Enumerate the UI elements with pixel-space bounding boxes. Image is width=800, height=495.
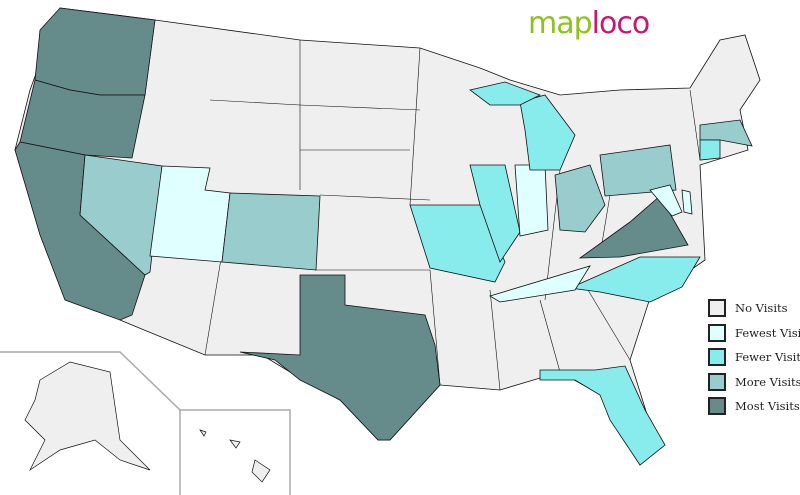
legend: No Visits Fewest Visits Fewer Visits Mor… (708, 296, 800, 419)
legend-item-most-visits: Most Visits (708, 394, 800, 419)
logo-map: map (528, 6, 593, 41)
state-FL[interactable] (539, 365, 666, 466)
legend-swatch (708, 397, 726, 416)
state-MO[interactable] (409, 204, 506, 283)
legend-item-more-visits: More Visits (708, 370, 800, 395)
legend-swatch (708, 323, 726, 342)
state-MI[interactable] (519, 94, 576, 171)
legend-label: Most Visits (735, 399, 800, 414)
state-HI-1[interactable] (199, 429, 207, 437)
state-border-12 (584, 284, 631, 361)
state-TN[interactable] (489, 265, 591, 303)
state-OH[interactable] (554, 164, 606, 233)
state-NC[interactable] (568, 256, 701, 303)
state-CO[interactable] (221, 192, 321, 271)
state-border-11 (539, 299, 561, 373)
legend-item-no-visits: No Visits (708, 296, 800, 321)
state-border-4 (409, 47, 421, 206)
maploco-logo: maploco (528, 6, 651, 41)
state-NV[interactable] (79, 154, 163, 276)
state-AK[interactable] (24, 361, 151, 472)
state-MA[interactable] (699, 119, 753, 147)
legend-label: More Visits (735, 374, 800, 389)
state-IL[interactable] (469, 164, 521, 263)
state-VA[interactable] (578, 195, 689, 259)
legend-label: Fewer Visits (735, 350, 800, 365)
logo-loco: loco (591, 6, 651, 41)
state-border-2 (209, 99, 301, 106)
state-HI-3[interactable] (251, 459, 271, 483)
state-TX[interactable] (239, 274, 441, 441)
state-DE[interactable] (681, 189, 693, 215)
legend-label: No Visits (735, 301, 788, 316)
hawaii-inset-frame (180, 409, 291, 495)
state-MI[interactable] (469, 81, 542, 106)
state-border-13 (689, 89, 701, 161)
legend-item-fewer-visits: Fewer Visits (708, 345, 800, 370)
alaska-inset-frame (0, 351, 181, 495)
state-border-3 (299, 104, 421, 111)
state-WA[interactable] (34, 7, 156, 96)
state-MD[interactable] (649, 184, 683, 217)
legend-item-fewest-visits: Fewest Visits (708, 321, 800, 346)
legend-swatch (708, 372, 726, 391)
legend-label: Fewest Visits (735, 325, 800, 340)
state-border-9 (429, 269, 441, 386)
legend-swatch (708, 299, 726, 318)
state-CT[interactable] (699, 139, 721, 161)
state-PA[interactable] (599, 144, 677, 197)
state-IN[interactable] (514, 164, 549, 237)
legend-swatch (708, 348, 726, 367)
state-border-10 (489, 289, 501, 391)
state-border-6 (319, 194, 431, 201)
state-HI-2[interactable] (229, 439, 241, 449)
